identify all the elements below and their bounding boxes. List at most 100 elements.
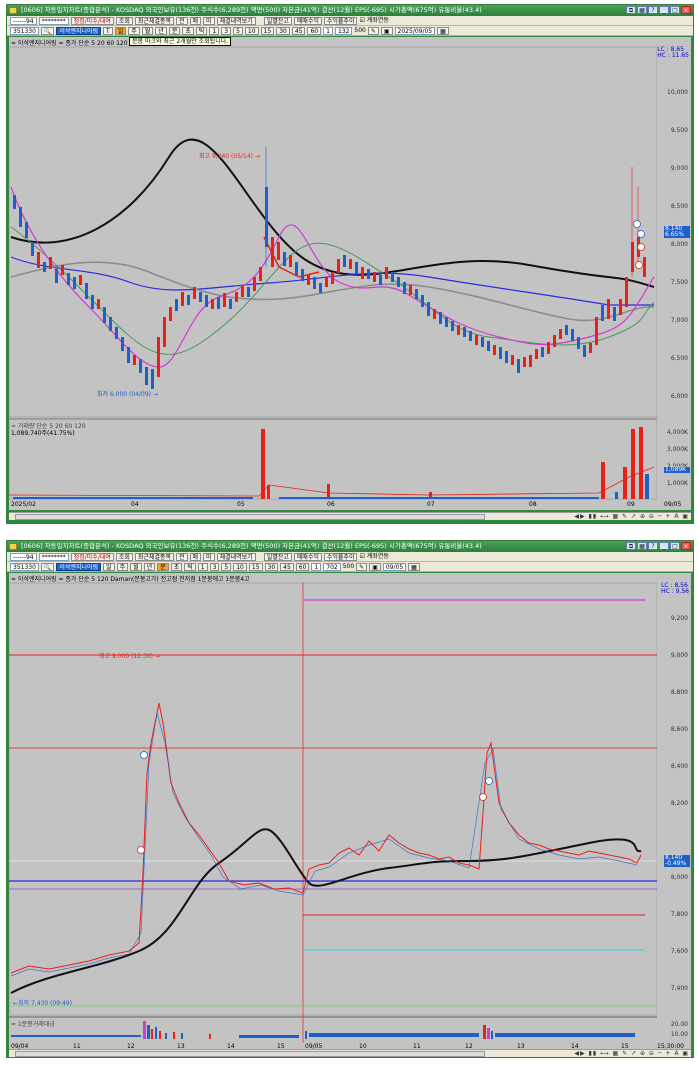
interval-15-button[interactable]: 15 <box>260 26 275 35</box>
scroll-bar[interactable]: ◀▶ ▮▮ ⟷ ▦ ✎ ↗ ⊕ ⊖ ─ + A ▣ <box>9 512 691 520</box>
title-bar[interactable]: [0606] 자동일지차트(종합분석) - KOSDAQ 외국인보유(136천)… <box>7 5 693 16</box>
bars-input[interactable]: 132 <box>334 26 353 35</box>
scroll-bar[interactable]: ◀▶ ▮▮ ⟷ ▦ ✎ ↗ ⊕ ⊖ ─ + A ▣ <box>9 1049 691 1057</box>
zoom-controls-icon[interactable]: ◀▶ ▮▮ ⟷ ▦ ✎ ↗ ⊕ ⊖ ─ + A ▣ <box>574 513 689 520</box>
close-icon[interactable]: × <box>681 6 691 14</box>
query-button[interactable]: 조회 <box>115 552 133 561</box>
period-minute-button[interactable]: 분 <box>168 26 181 35</box>
minimize-icon[interactable]: _ <box>659 542 669 550</box>
query-button[interactable]: 조회 <box>115 16 133 25</box>
calendar-icon[interactable]: ▦ <box>437 26 449 35</box>
interval-5-button[interactable]: 5 <box>221 562 232 571</box>
sell-button[interactable]: 매 <box>189 552 202 561</box>
all-button[interactable]: 전 <box>175 16 188 25</box>
trade-button[interactable]: 정정/미수/대여 <box>70 16 114 25</box>
daily-balance-button[interactable]: 일별잔고 <box>263 552 292 561</box>
stock-name-field[interactable]: 이삭엔지니어링 <box>56 26 102 35</box>
link-icon[interactable]: ⧉ <box>626 6 636 14</box>
minimize-icon[interactable]: _ <box>659 6 669 14</box>
save-icon[interactable]: ▣ <box>380 26 393 35</box>
x-label: 09/04 <box>11 1043 29 1050</box>
interval-30-button[interactable]: 30 <box>276 26 290 35</box>
period-day-button[interactable]: 일 <box>103 562 115 571</box>
interval-1-button[interactable]: 1 <box>209 26 220 35</box>
maximize-icon[interactable]: □ <box>670 542 680 550</box>
password-field[interactable]: ******** <box>38 16 69 25</box>
period-second-button[interactable]: 초 <box>170 562 183 571</box>
period-active-button[interactable]: 분 <box>157 562 169 571</box>
interval-3-button[interactable]: 3 <box>209 562 220 571</box>
zoom-controls-icon[interactable]: ◀▶ ▮▮ ⟷ ▦ ✎ ↗ ⊕ ⊖ ─ + A ▣ <box>574 1050 689 1057</box>
recent-button[interactable]: 최근체결종목 <box>134 552 174 561</box>
x-label: 11 <box>73 1043 81 1050</box>
pnl-button[interactable]: 매매수익 <box>293 16 322 25</box>
realtime-button[interactable]: 체결내역보기 <box>216 552 256 561</box>
period-month-button[interactable]: 월 <box>141 26 154 35</box>
save-icon[interactable]: ▣ <box>369 562 381 571</box>
chart-area[interactable]: = 이삭엔지니어링 = 종가 단순 5 120 Daman(분봉고가) 전고점 … <box>9 573 691 1043</box>
interval-30-button[interactable]: 30 <box>264 562 279 571</box>
grid-icon[interactable]: ▦ <box>637 542 647 550</box>
search-icon[interactable]: 🔍 <box>40 26 55 35</box>
close-icon[interactable]: × <box>681 542 691 550</box>
stock-name-field[interactable]: 이삭엔지니어링 <box>56 562 102 571</box>
realtime-button[interactable]: 체결내역보기 <box>216 16 256 25</box>
daily-balance-button[interactable]: 일별잔고 <box>263 16 292 25</box>
interval-1-button[interactable]: 1 <box>197 562 208 571</box>
password-field[interactable]: ******** <box>38 552 69 561</box>
interval-60-button[interactable]: 60 <box>307 26 322 35</box>
account-field[interactable]: ------94 <box>10 552 37 561</box>
trade-button[interactable]: 정정/미수/대여 <box>70 552 114 561</box>
buy-button[interactable]: 미 <box>203 16 215 25</box>
help-icon[interactable]: ? <box>648 542 658 550</box>
all-button[interactable]: 전 <box>175 552 188 561</box>
period-year-button[interactable]: 년 <box>155 26 167 35</box>
interval-3-button[interactable]: 3 <box>221 26 232 35</box>
bars-input[interactable]: 702 <box>323 562 341 571</box>
scroll-thumb[interactable] <box>15 514 485 520</box>
account-field[interactable]: ------94 <box>10 16 37 25</box>
count-input[interactable]: 1 <box>323 26 333 35</box>
period-week-button[interactable]: 주 <box>128 26 140 35</box>
date-input[interactable]: 2025/09/05 <box>394 26 436 35</box>
grid-icon[interactable]: ▦ <box>637 6 647 14</box>
link-icon[interactable]: ⧉ <box>626 542 636 550</box>
period-active-button[interactable]: 일 <box>114 26 127 35</box>
sell-button[interactable]: 매 <box>189 16 202 25</box>
interval-60-button[interactable]: 60 <box>295 562 310 571</box>
recent-button[interactable]: 최근체결종목 <box>134 16 174 25</box>
period-year-button[interactable]: 년 <box>143 562 156 571</box>
interval-10-button[interactable]: 10 <box>244 26 259 35</box>
account-link-checkbox[interactable]: ☑ 계좌연동 <box>359 16 389 24</box>
help-icon[interactable]: ? <box>648 6 658 14</box>
draw-tool-icon[interactable]: ✎ <box>367 26 379 35</box>
interval-45-button[interactable]: 45 <box>280 562 294 571</box>
period-second-button[interactable]: 초 <box>182 26 194 35</box>
title-bar[interactable]: [0606] 자동일지차트(종합분석) - KOSDAQ 외국인보유(136천)… <box>7 541 693 552</box>
vol-y-label: 4,000K <box>666 429 688 436</box>
interval-15-button[interactable]: 15 <box>248 562 263 571</box>
count-input[interactable]: 1 <box>311 562 322 571</box>
period-tick-button[interactable]: 틱 <box>184 562 196 571</box>
search-icon[interactable]: 🔍 <box>40 562 55 571</box>
stock-code-input[interactable]: 351330 <box>10 26 39 35</box>
profit-trend-button[interactable]: 수익률추이 <box>323 552 358 561</box>
interval-5-button[interactable]: 5 <box>233 26 243 35</box>
account-link-checkbox[interactable]: ☑ 계좌연동 <box>359 552 389 560</box>
period-tick-button[interactable]: 틱 <box>195 26 208 35</box>
pnl-button[interactable]: 매매수익 <box>293 552 322 561</box>
interval-45-button[interactable]: 45 <box>291 26 306 35</box>
period-month-button[interactable]: 월 <box>130 562 142 571</box>
scroll-thumb[interactable] <box>15 1051 485 1057</box>
period-week-button[interactable]: 주 <box>116 562 129 571</box>
maximize-icon[interactable]: □ <box>670 6 680 14</box>
calendar-icon[interactable]: ▦ <box>408 562 420 571</box>
period-t-button[interactable]: T <box>103 26 113 35</box>
buy-button[interactable]: 미 <box>203 552 215 561</box>
draw-tool-icon[interactable]: ✎ <box>356 562 368 571</box>
profit-trend-button[interactable]: 수익률추이 <box>323 16 358 25</box>
chart-area[interactable]: = 이삭엔지니어링 = 종가 단순 5 20 60 120 224 1000억 … <box>9 37 691 510</box>
stock-code-input[interactable]: 351330 <box>10 562 39 571</box>
date-input[interactable]: 09/05 <box>382 562 407 571</box>
interval-10-button[interactable]: 10 <box>233 562 247 571</box>
